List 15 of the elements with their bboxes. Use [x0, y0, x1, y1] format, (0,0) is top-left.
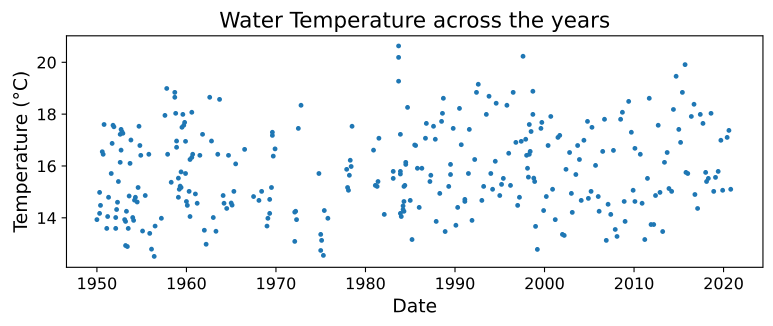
chart-title: Water Temperature across the years	[220, 11, 610, 32]
x-tick-label: 1960	[168, 277, 206, 290]
y-axis-title: Temperature (°C)	[12, 72, 31, 233]
y-tick-label: 14	[38, 212, 56, 224]
x-tick-label: 2000	[525, 277, 564, 290]
x-tick-label: 2010	[614, 277, 654, 290]
x-axis-title: Date	[394, 298, 436, 313]
y-tick-label: 18	[38, 108, 56, 120]
x-tick-label: 1970	[257, 277, 296, 290]
x-tick-label: 1950	[78, 277, 116, 290]
y-tick-label: 20	[38, 56, 56, 69]
y-tick-label: 16	[38, 160, 56, 172]
x-tick-label: 2020	[704, 277, 743, 290]
x-tick-label: 1980	[346, 277, 385, 290]
x-tick-label: 1990	[436, 277, 474, 290]
